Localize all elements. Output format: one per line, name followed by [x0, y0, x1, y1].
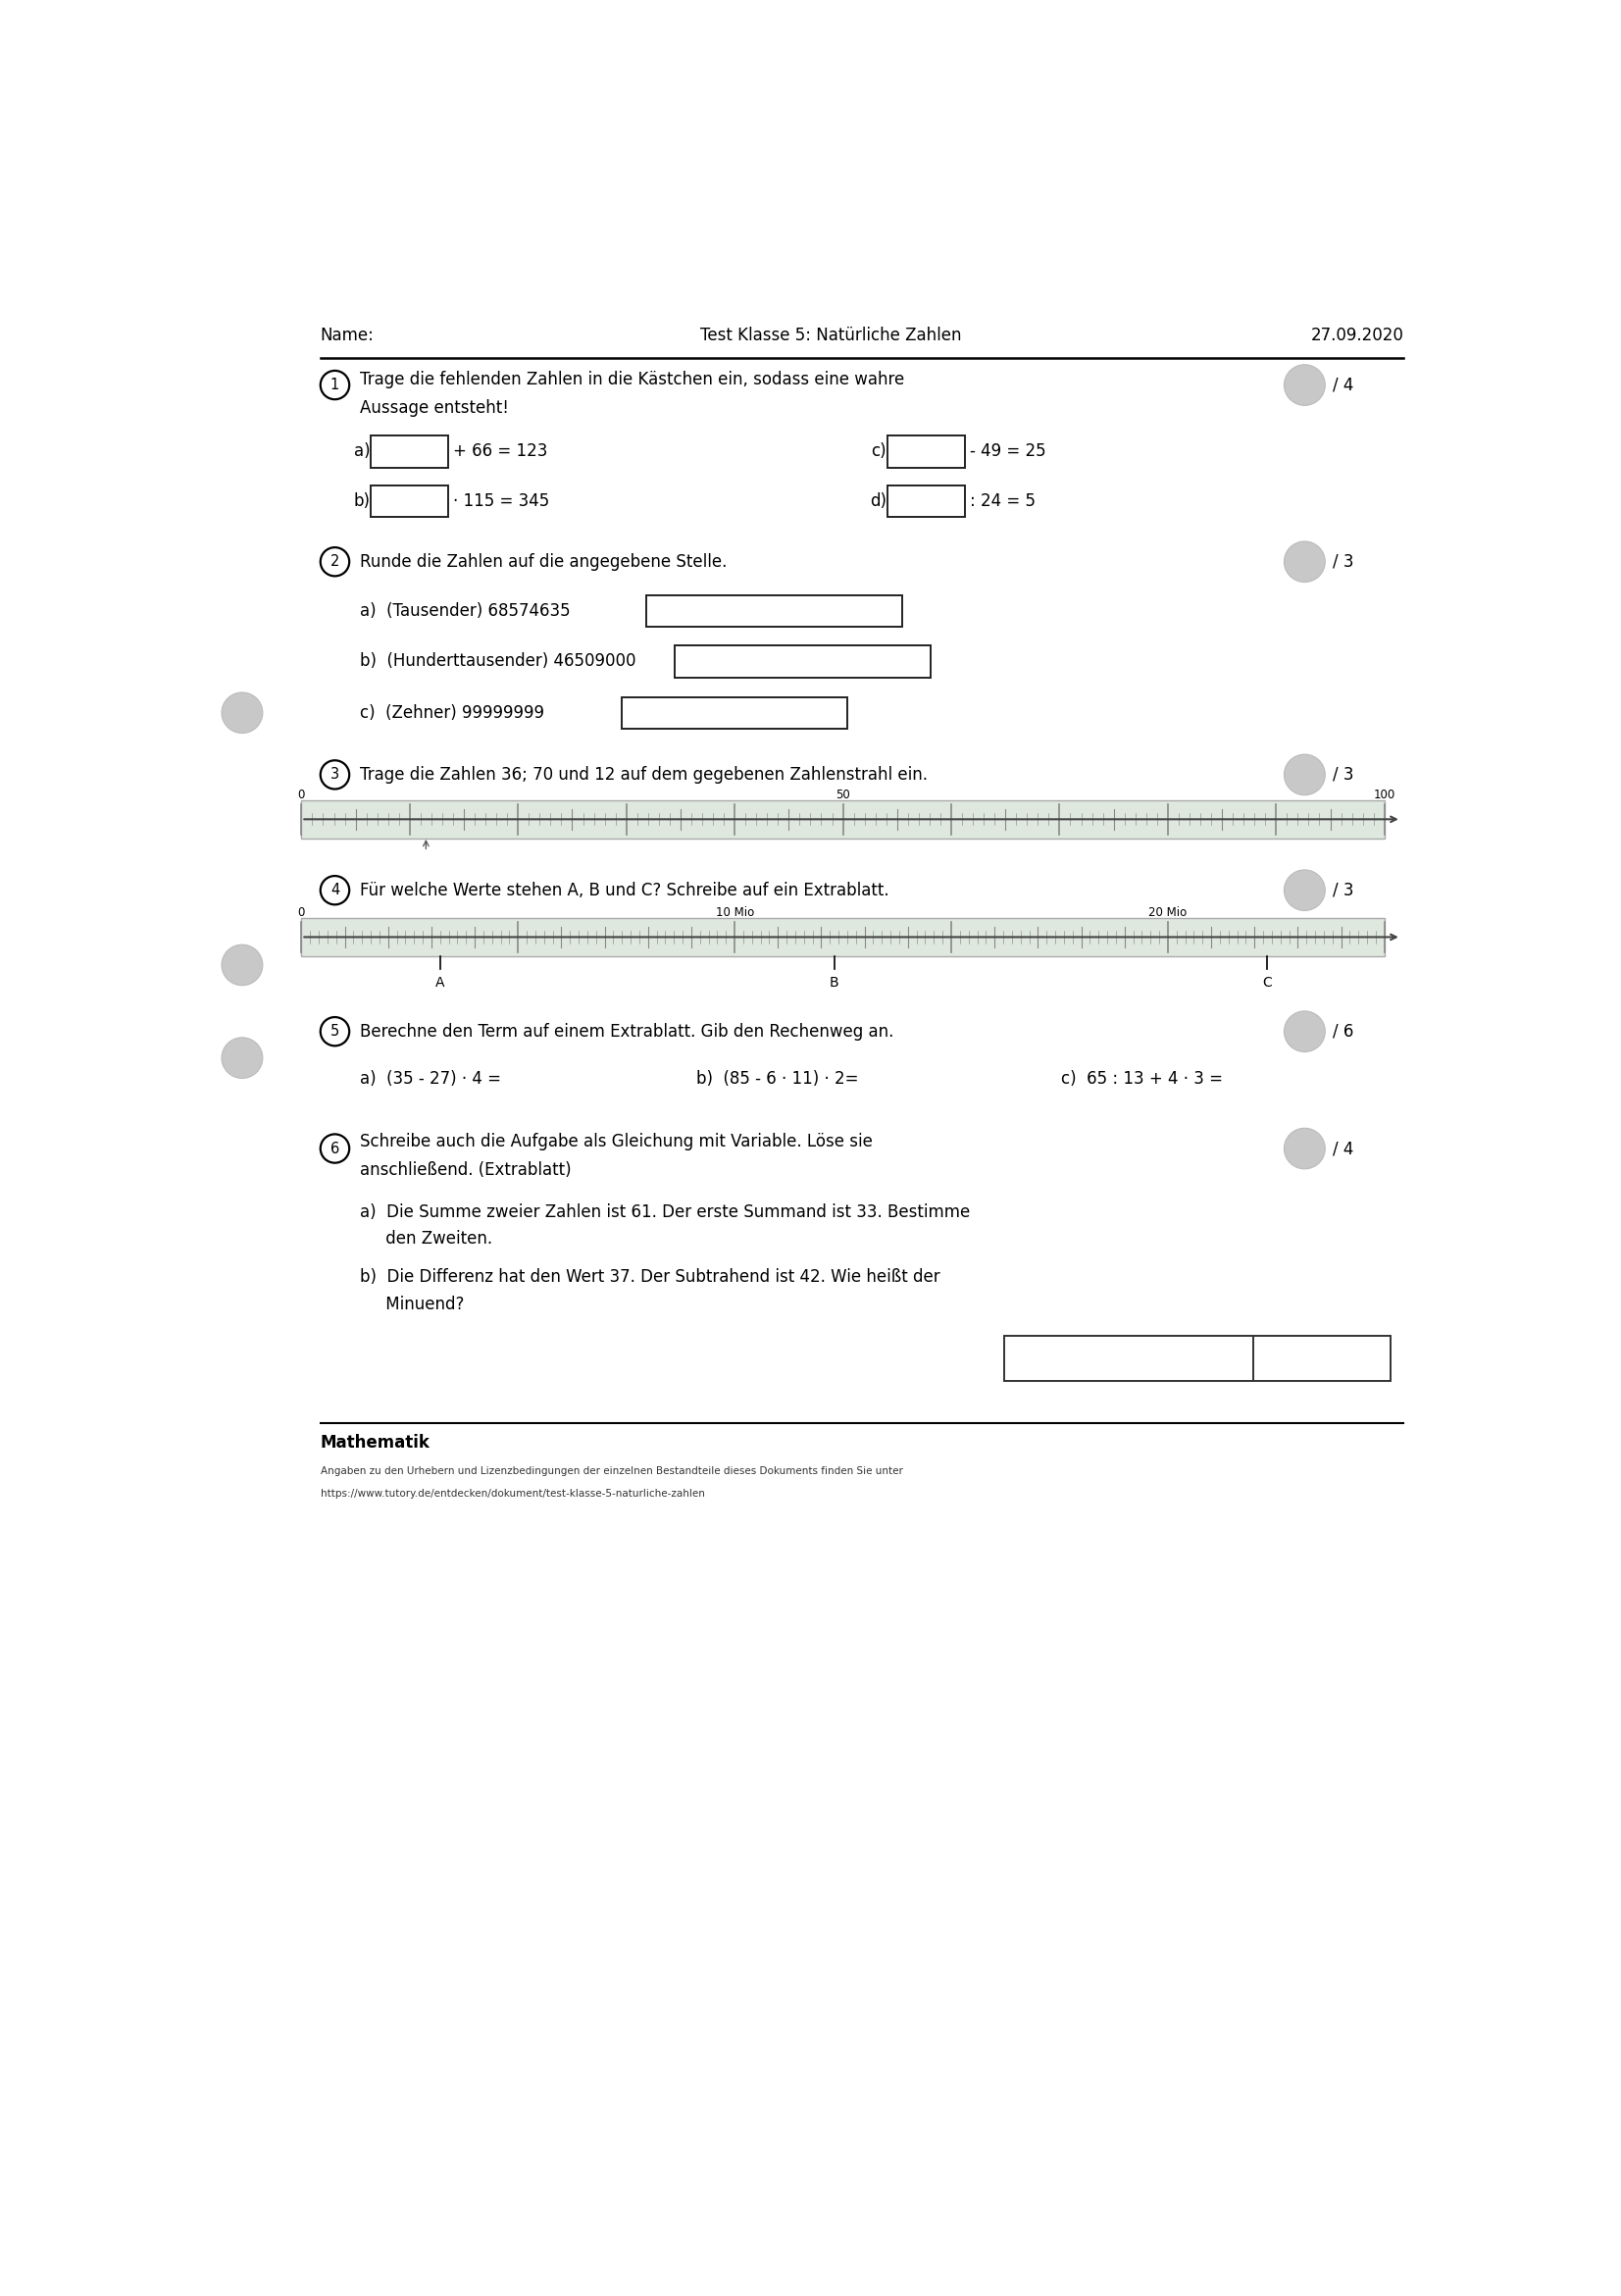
Text: 5: 5 — [331, 1024, 339, 1038]
Text: c)  65 : 13 + 4 · 3 =: c) 65 : 13 + 4 · 3 = — [1062, 1070, 1224, 1088]
Text: Angaben zu den Urhebern und Lizenzbedingungen der einzelnen Bestandteile dieses : Angaben zu den Urhebern und Lizenzbeding… — [321, 1467, 903, 1476]
Text: : 24 = 5: : 24 = 5 — [971, 494, 1036, 510]
Text: a): a) — [353, 443, 370, 459]
Text: / 4: / 4 — [1332, 1139, 1354, 1157]
Text: Trage die fehlenden Zahlen in die Kästchen ein, sodass eine wahre: Trage die fehlenden Zahlen in die Kästch… — [360, 372, 905, 388]
Text: 1: 1 — [331, 377, 339, 393]
Text: anschließend. (Extrablatt): anschließend. (Extrablatt) — [360, 1162, 571, 1178]
FancyBboxPatch shape — [621, 698, 848, 728]
Text: Für welche Werte stehen A, B und C? Schreibe auf ein Extrablatt.: Für welche Werte stehen A, B und C? Schr… — [360, 882, 890, 900]
Text: 0: 0 — [298, 907, 305, 918]
Text: / 6: / 6 — [1332, 1022, 1354, 1040]
Circle shape — [1284, 1127, 1324, 1169]
Text: den Zweiten.: den Zweiten. — [360, 1231, 493, 1249]
Text: Aussage entsteht!: Aussage entsteht! — [360, 400, 509, 416]
Text: b)  Die Differenz hat den Wert 37. Der Subtrahend ist 42. Wie heißt der: b) Die Differenz hat den Wert 37. Der Su… — [360, 1267, 940, 1286]
Text: - 49 = 25: - 49 = 25 — [971, 443, 1046, 459]
Text: a)  (35 - 27) · 4 =: a) (35 - 27) · 4 = — [360, 1070, 501, 1088]
Text: Mathematik: Mathematik — [321, 1435, 430, 1451]
Text: 27.09.2020: 27.09.2020 — [1310, 326, 1404, 344]
Text: Trage die Zahlen 36; 70 und 12 auf dem gegebenen Zahlenstrahl ein.: Trage die Zahlen 36; 70 und 12 auf dem g… — [360, 767, 927, 783]
Text: 4: 4 — [331, 884, 339, 898]
Text: · 115 = 345: · 115 = 345 — [454, 494, 550, 510]
FancyBboxPatch shape — [371, 436, 447, 468]
Text: / 3: / 3 — [1332, 553, 1354, 572]
Text: b)  (85 - 6 · 11) · 2=: b) (85 - 6 · 11) · 2= — [697, 1070, 859, 1088]
Text: 6: 6 — [331, 1141, 339, 1155]
Text: d): d) — [870, 494, 887, 510]
FancyBboxPatch shape — [887, 436, 964, 468]
Circle shape — [222, 1038, 263, 1079]
Text: Test Klasse 5: Natürliche Zahlen: Test Klasse 5: Natürliche Zahlen — [700, 326, 961, 344]
Text: Punkte:: Punkte: — [1097, 1350, 1161, 1368]
Text: 20 Mio: 20 Mio — [1149, 907, 1187, 918]
Circle shape — [1284, 365, 1324, 406]
FancyBboxPatch shape — [302, 801, 1384, 838]
Text: https://www.tutory.de/entdecken/dokument/test-klasse-5-naturliche-zahlen: https://www.tutory.de/entdecken/dokument… — [321, 1490, 705, 1499]
Text: Runde die Zahlen auf die angegebene Stelle.: Runde die Zahlen auf die angegebene Stel… — [360, 553, 728, 572]
Text: a)  Die Summe zweier Zahlen ist 61. Der erste Summand ist 33. Bestimme: a) Die Summe zweier Zahlen ist 61. Der e… — [360, 1203, 969, 1221]
Text: Schreibe auch die Aufgabe als Gleichung mit Variable. Löse sie: Schreibe auch die Aufgabe als Gleichung … — [360, 1132, 872, 1150]
FancyBboxPatch shape — [1005, 1336, 1391, 1382]
Circle shape — [1284, 542, 1324, 583]
Text: / 4: / 4 — [1332, 377, 1354, 395]
Text: 10 Mio: 10 Mio — [715, 907, 754, 918]
Text: 2: 2 — [331, 553, 339, 569]
Text: A: A — [436, 976, 444, 990]
FancyBboxPatch shape — [674, 645, 930, 677]
Text: 50: 50 — [836, 790, 849, 801]
Text: / 23: / 23 — [1303, 1350, 1341, 1368]
Text: 100: 100 — [1373, 790, 1396, 801]
Text: / 3: / 3 — [1332, 767, 1354, 783]
Text: B: B — [830, 976, 840, 990]
Text: a)  (Tausender) 68574635: a) (Tausender) 68574635 — [360, 602, 571, 620]
Circle shape — [222, 693, 263, 732]
Text: / 3: / 3 — [1332, 882, 1354, 900]
Circle shape — [1284, 1010, 1324, 1052]
FancyBboxPatch shape — [887, 484, 964, 517]
Text: b)  (Hunderttausender) 46509000: b) (Hunderttausender) 46509000 — [360, 652, 635, 670]
Text: c): c) — [872, 443, 887, 459]
Text: Minuend?: Minuend? — [360, 1295, 464, 1313]
Text: c)  (Zehner) 99999999: c) (Zehner) 99999999 — [360, 705, 545, 721]
Circle shape — [1284, 870, 1324, 912]
Text: C: C — [1263, 976, 1272, 990]
Text: 3: 3 — [331, 767, 339, 783]
Text: b): b) — [353, 494, 370, 510]
FancyBboxPatch shape — [371, 484, 447, 517]
FancyBboxPatch shape — [302, 918, 1384, 955]
Text: 0: 0 — [298, 790, 305, 801]
Text: Name:: Name: — [321, 326, 374, 344]
Circle shape — [1284, 755, 1324, 794]
Circle shape — [222, 944, 263, 985]
FancyBboxPatch shape — [647, 595, 903, 627]
Text: + 66 = 123: + 66 = 123 — [454, 443, 548, 459]
Text: Berechne den Term auf einem Extrablatt. Gib den Rechenweg an.: Berechne den Term auf einem Extrablatt. … — [360, 1022, 893, 1040]
